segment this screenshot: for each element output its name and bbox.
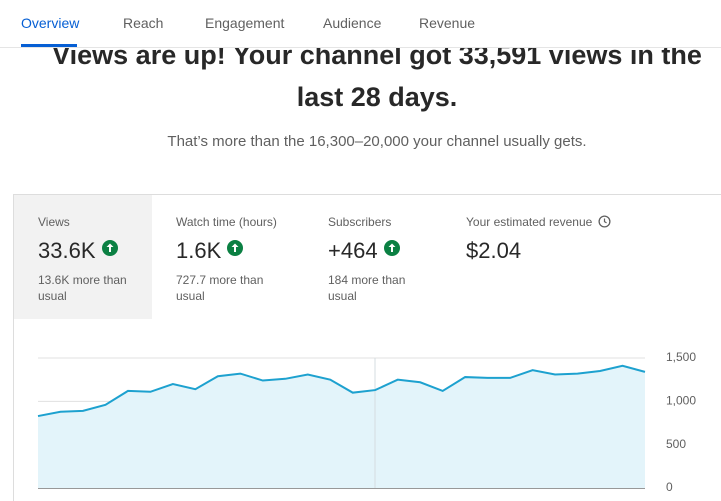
tab[interactable]: Revenue: [419, 15, 476, 31]
metric-card-selected[interactable]: [14, 195, 152, 319]
metric-label: Views: [38, 215, 70, 229]
tab[interactable]: Overview: [21, 15, 80, 31]
up-icon: [101, 240, 118, 256]
metric-value-text: 33.6K: [38, 238, 96, 263]
y-tick-label: 0: [666, 480, 673, 494]
subtext: That’s more than the 16,300–20,000 your …: [167, 133, 587, 150]
tab[interactable]: Audience: [323, 15, 382, 31]
tab[interactable]: Engagement: [205, 15, 285, 31]
up-icon: [383, 240, 400, 256]
metric-label-text: Your estimated revenue: [466, 215, 593, 229]
y-tick-label: 1,500: [666, 350, 696, 364]
metrics-panel: [13, 194, 721, 501]
line: [37, 364, 646, 418]
metric-value: 1.6K: [176, 238, 244, 264]
metric-label: Subscribers: [328, 215, 392, 229]
metric-value: 33.6K: [38, 238, 118, 264]
y-tick-label: 1,000: [666, 394, 696, 408]
tab[interactable]: Reach: [123, 15, 164, 31]
metric-note: 13.6K more than usual: [38, 273, 127, 303]
metric-note: 727.7 more than usual: [176, 273, 264, 303]
metric-value-text: 1.6K: [176, 238, 222, 263]
up-icon: [227, 240, 244, 256]
metric-value-text: +464: [328, 238, 378, 263]
metric-label: Watch time (hours): [176, 215, 277, 229]
y-tick-label: 500: [666, 437, 686, 451]
area: [38, 365, 645, 488]
tab-bar: Overview Reach Engagement Audience Reven…: [0, 0, 721, 48]
metric-label: Your estimated revenue: [466, 215, 611, 229]
clock-icon[interactable]: [598, 215, 611, 228]
metric-value: +464: [328, 238, 400, 264]
metric-value: $2.04: [466, 238, 522, 263]
metric-note: 184 more than usual: [328, 273, 406, 303]
tab-indicator: [21, 44, 77, 47]
